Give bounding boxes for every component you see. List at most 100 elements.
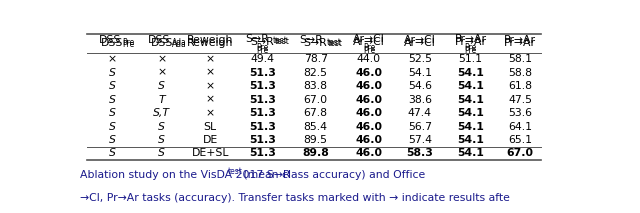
Text: test: test <box>328 39 343 48</box>
Text: 57.4: 57.4 <box>408 135 432 145</box>
Text: 54.1: 54.1 <box>457 68 484 78</box>
Text: S→R: S→R <box>304 38 328 48</box>
Text: 89.5: 89.5 <box>303 135 328 145</box>
Text: 58.8: 58.8 <box>508 68 532 78</box>
Text: test: test <box>228 167 243 176</box>
Text: 46.0: 46.0 <box>355 108 383 118</box>
Text: 67.0: 67.0 <box>303 95 328 105</box>
Text: Pr→Ar: Pr→Ar <box>504 35 536 45</box>
Text: Ar→Cl: Ar→Cl <box>404 35 436 45</box>
Text: 52.5: 52.5 <box>408 54 432 64</box>
Text: ×: × <box>205 95 215 105</box>
Text: 54.1: 54.1 <box>457 135 484 145</box>
Text: S: S <box>109 122 116 132</box>
Text: DE+SL: DE+SL <box>191 148 229 158</box>
Text: S,T: S,T <box>154 108 170 118</box>
Text: Reweigh: Reweigh <box>187 35 234 45</box>
Text: Ada: Ada <box>172 39 186 49</box>
Text: 51.3: 51.3 <box>249 81 276 91</box>
Text: Pre: Pre <box>465 46 477 55</box>
Text: ×: × <box>205 81 215 91</box>
Text: Pre: Pre <box>465 43 477 52</box>
Text: 78.7: 78.7 <box>303 54 328 64</box>
Text: S: S <box>109 148 116 158</box>
Text: 46.0: 46.0 <box>355 68 383 78</box>
Text: test: test <box>273 36 288 45</box>
Text: S→R: S→R <box>299 35 323 45</box>
Text: 83.8: 83.8 <box>303 81 328 91</box>
Text: S: S <box>159 122 165 132</box>
Text: 54.1: 54.1 <box>457 108 484 118</box>
Text: 44.0: 44.0 <box>357 54 381 64</box>
Text: 54.1: 54.1 <box>408 68 432 78</box>
Text: 82.5: 82.5 <box>303 68 328 78</box>
Text: 46.0: 46.0 <box>355 148 383 158</box>
Text: Pr→Ar: Pr→Ar <box>454 37 486 47</box>
Text: S: S <box>159 135 165 145</box>
Text: Pr→Ar: Pr→Ar <box>504 38 536 48</box>
Text: DSS: DSS <box>150 38 173 48</box>
Text: 65.1: 65.1 <box>508 135 532 145</box>
Text: S: S <box>109 108 116 118</box>
Text: →Cl, Pr→Ar tasks (accuracy). Transfer tasks marked with → indicate results afte: →Cl, Pr→Ar tasks (accuracy). Transfer ta… <box>80 193 510 203</box>
Text: 51.3: 51.3 <box>249 122 276 132</box>
Text: T: T <box>159 95 165 105</box>
Text: 46.0: 46.0 <box>355 81 383 91</box>
Text: 46.0: 46.0 <box>355 135 383 145</box>
Text: SL: SL <box>204 122 217 132</box>
Text: 58.3: 58.3 <box>406 148 433 158</box>
Text: 51.3: 51.3 <box>249 148 276 158</box>
Text: ×: × <box>108 54 117 64</box>
Text: Ar→Cl: Ar→Cl <box>353 37 385 47</box>
Text: 51.3: 51.3 <box>249 68 276 78</box>
Text: test: test <box>326 38 341 47</box>
Text: 67.8: 67.8 <box>303 108 328 118</box>
Text: Ar→Cl: Ar→Cl <box>404 38 436 48</box>
Text: Pre: Pre <box>363 46 375 55</box>
Text: Pr→Ar: Pr→Ar <box>454 34 486 43</box>
Text: 51.3: 51.3 <box>249 108 276 118</box>
Text: S: S <box>109 81 116 91</box>
Text: Pre: Pre <box>256 43 268 52</box>
Text: Pre: Pre <box>122 39 134 49</box>
Text: 51.3: 51.3 <box>249 95 276 105</box>
Text: (mean class accuracy) and Office: (mean class accuracy) and Office <box>240 170 426 180</box>
Text: 53.6: 53.6 <box>508 108 532 118</box>
Text: 56.7: 56.7 <box>408 122 432 132</box>
Text: 67.0: 67.0 <box>507 148 534 158</box>
Text: S→R: S→R <box>246 34 269 43</box>
Text: Ada: Ada <box>172 38 186 47</box>
Text: 85.4: 85.4 <box>303 122 328 132</box>
Text: 64.1: 64.1 <box>508 122 532 132</box>
Text: S: S <box>159 81 165 91</box>
Text: 46.0: 46.0 <box>355 122 383 132</box>
Text: S: S <box>109 135 116 145</box>
Text: ×: × <box>157 68 166 78</box>
Text: DE: DE <box>203 135 218 145</box>
Text: 47.4: 47.4 <box>408 108 432 118</box>
Text: Pre: Pre <box>122 38 134 47</box>
Text: ×: × <box>157 54 166 64</box>
Text: ×: × <box>205 108 215 118</box>
Text: 54.1: 54.1 <box>457 95 484 105</box>
Text: 46.0: 46.0 <box>355 95 383 105</box>
Text: 54.1: 54.1 <box>457 81 484 91</box>
Text: 54.1: 54.1 <box>457 122 484 132</box>
Text: 47.5: 47.5 <box>508 95 532 105</box>
Text: Ar→Cl: Ar→Cl <box>353 34 385 43</box>
Text: 58.1: 58.1 <box>508 54 532 64</box>
Text: ×: × <box>205 68 215 78</box>
Text: DSS: DSS <box>148 35 170 45</box>
Text: test: test <box>275 37 289 46</box>
Text: 51.1: 51.1 <box>459 54 483 64</box>
Text: Pre: Pre <box>256 46 268 55</box>
Text: 38.6: 38.6 <box>408 95 432 105</box>
Text: Reweigh: Reweigh <box>187 38 234 48</box>
Text: Pre: Pre <box>363 43 375 52</box>
Text: DSS: DSS <box>99 35 121 45</box>
Text: S: S <box>159 148 165 158</box>
Text: S: S <box>109 95 116 105</box>
Text: 49.4: 49.4 <box>250 54 275 64</box>
Text: 54.1: 54.1 <box>457 148 484 158</box>
Text: Ablation study on the VisDA 2017 S→R: Ablation study on the VisDA 2017 S→R <box>80 170 291 180</box>
